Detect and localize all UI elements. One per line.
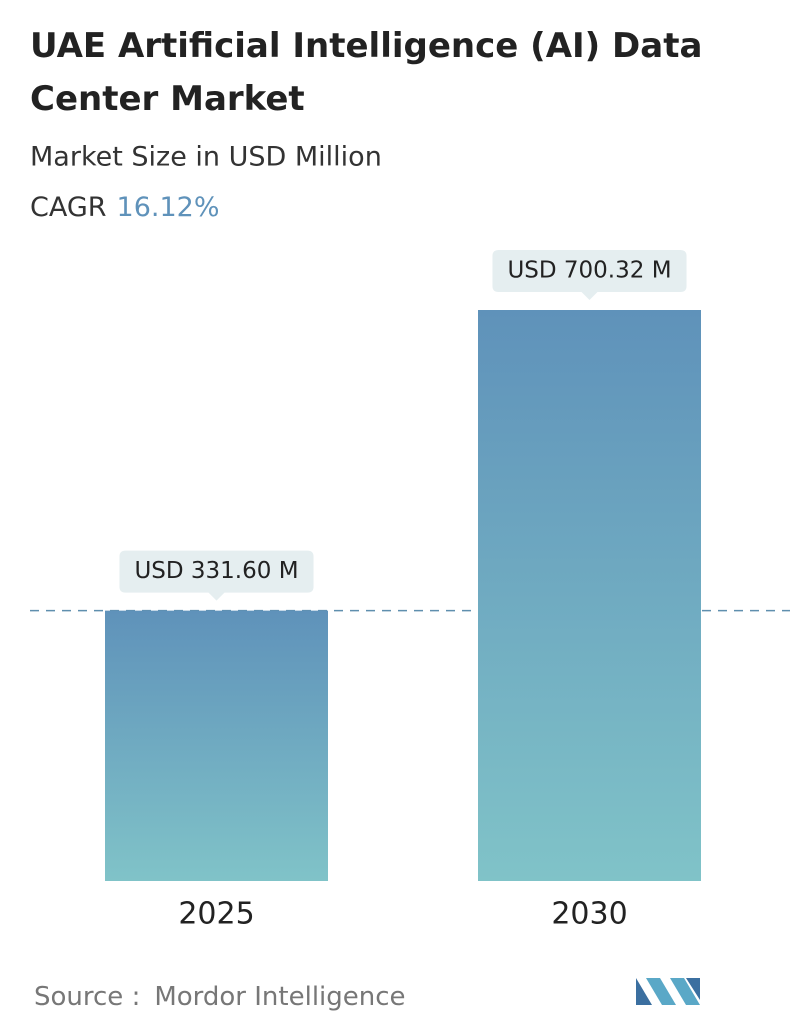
bubble-background	[492, 250, 687, 300]
logo	[636, 978, 700, 1005]
value-label-bubble: USD 331.60 M	[119, 550, 314, 601]
source-name: Mordor Intelligence	[154, 982, 405, 1012]
value-label: USD 700.32 M	[507, 258, 671, 284]
chart-subtitle: Market Size in USD Million	[30, 142, 382, 173]
x-tick-label: 2025	[178, 897, 254, 932]
value-label-bubble: USD 700.32 M	[492, 250, 687, 300]
source: Source : Mordor Intelligence	[34, 982, 406, 1012]
bar	[105, 610, 328, 881]
x-tick-label: 2030	[551, 897, 627, 932]
cagr: CAGR 16.12%	[30, 192, 219, 223]
cagr-label: CAGR	[30, 192, 107, 223]
bar	[478, 310, 701, 881]
cagr-value: 16.12%	[117, 192, 220, 223]
chart-title: UAE Artificial Intelligence (AI) Data Cen…	[30, 26, 702, 119]
bubble-background	[119, 550, 314, 601]
source-label: Source :	[34, 982, 140, 1012]
value-label: USD 331.60 M	[134, 558, 298, 584]
